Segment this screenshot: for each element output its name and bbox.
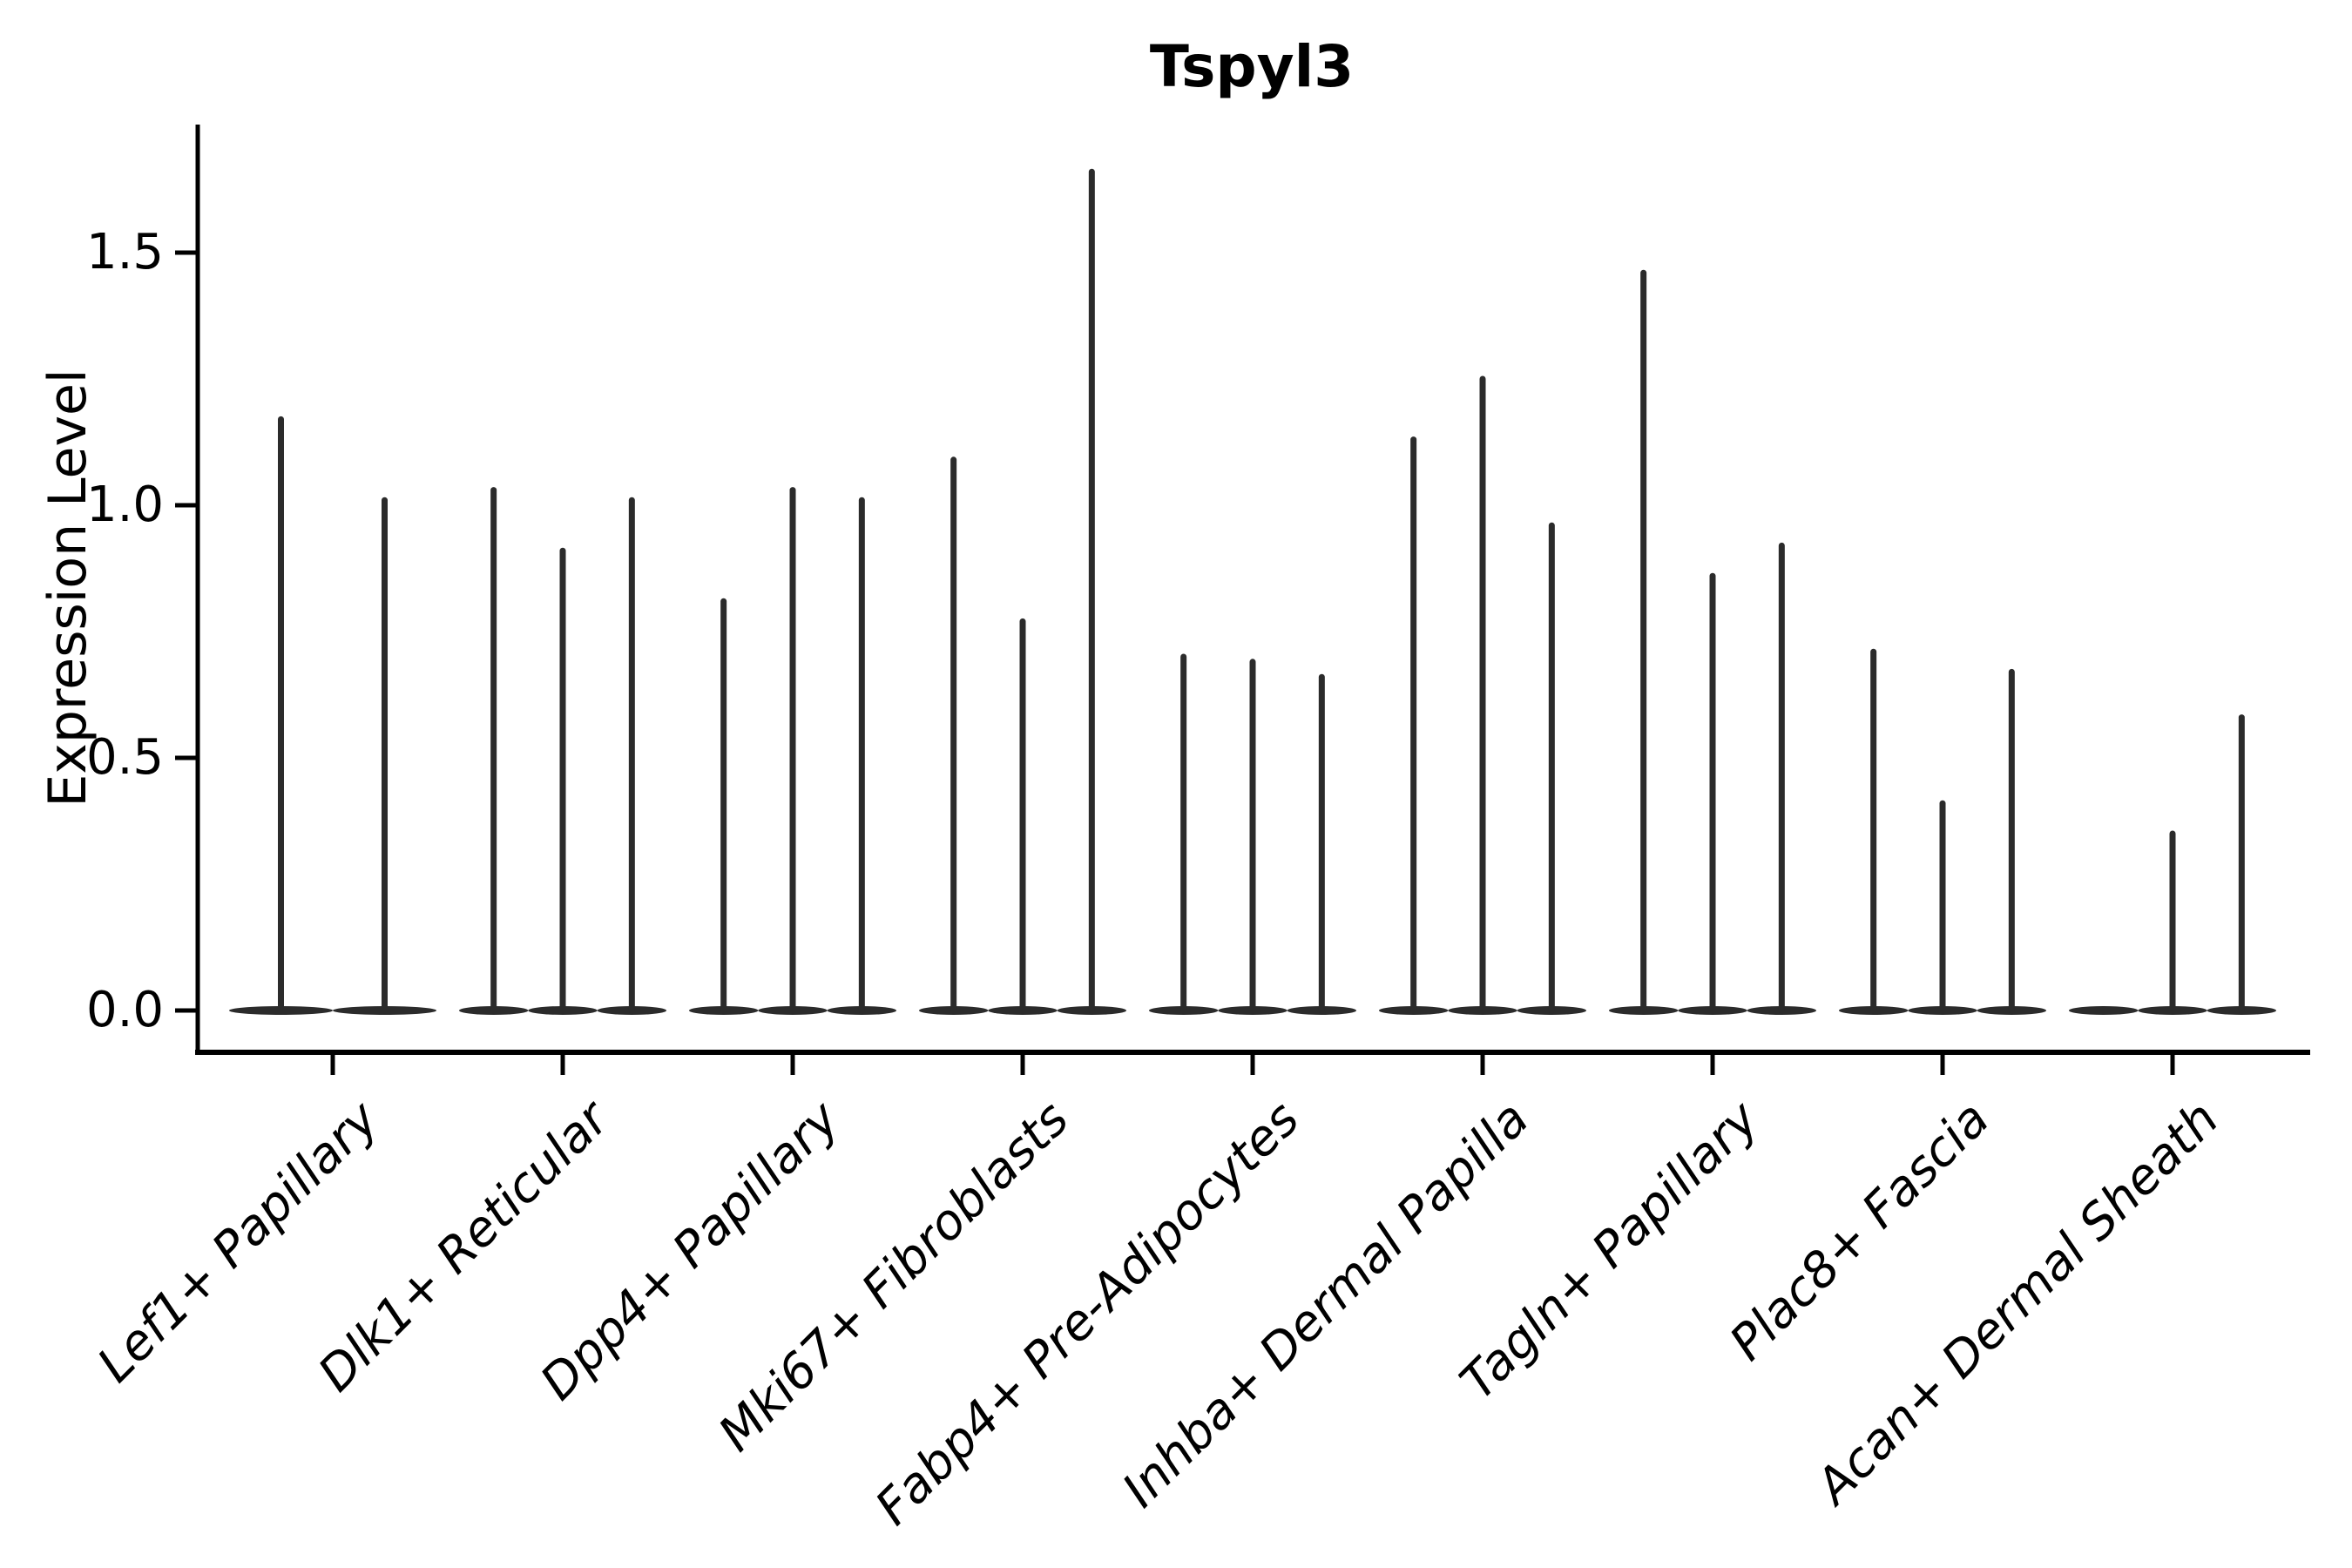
plot-title: Tspyl3 <box>1149 33 1355 100</box>
y-tick-label: 0.0 <box>85 982 164 1038</box>
y-tick-label: 1.0 <box>85 476 164 533</box>
y-tick-label: 0.5 <box>85 729 164 786</box>
violin-base <box>2069 1006 2139 1015</box>
y-tick-label: 1.5 <box>85 224 164 280</box>
